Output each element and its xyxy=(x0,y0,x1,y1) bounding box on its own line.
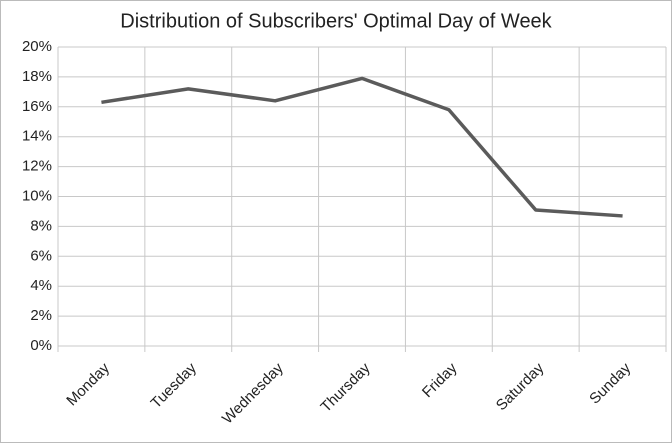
chart-title: Distribution of Subscribers' Optimal Day… xyxy=(120,10,552,32)
y-tick-label: 20% xyxy=(22,38,52,55)
y-tick-label: 0% xyxy=(30,337,52,354)
y-tick-label: 14% xyxy=(22,128,52,145)
y-tick-label: 10% xyxy=(22,187,52,204)
y-tick-label: 12% xyxy=(22,158,52,175)
y-tick-label: 16% xyxy=(22,98,52,115)
data-line xyxy=(101,76,623,218)
y-tick-label: 6% xyxy=(30,247,52,264)
y-tick-label: 2% xyxy=(30,307,52,324)
y-tick-label: 8% xyxy=(30,217,52,234)
y-tick-label: 18% xyxy=(22,68,52,85)
y-tick-label: 4% xyxy=(30,277,52,294)
